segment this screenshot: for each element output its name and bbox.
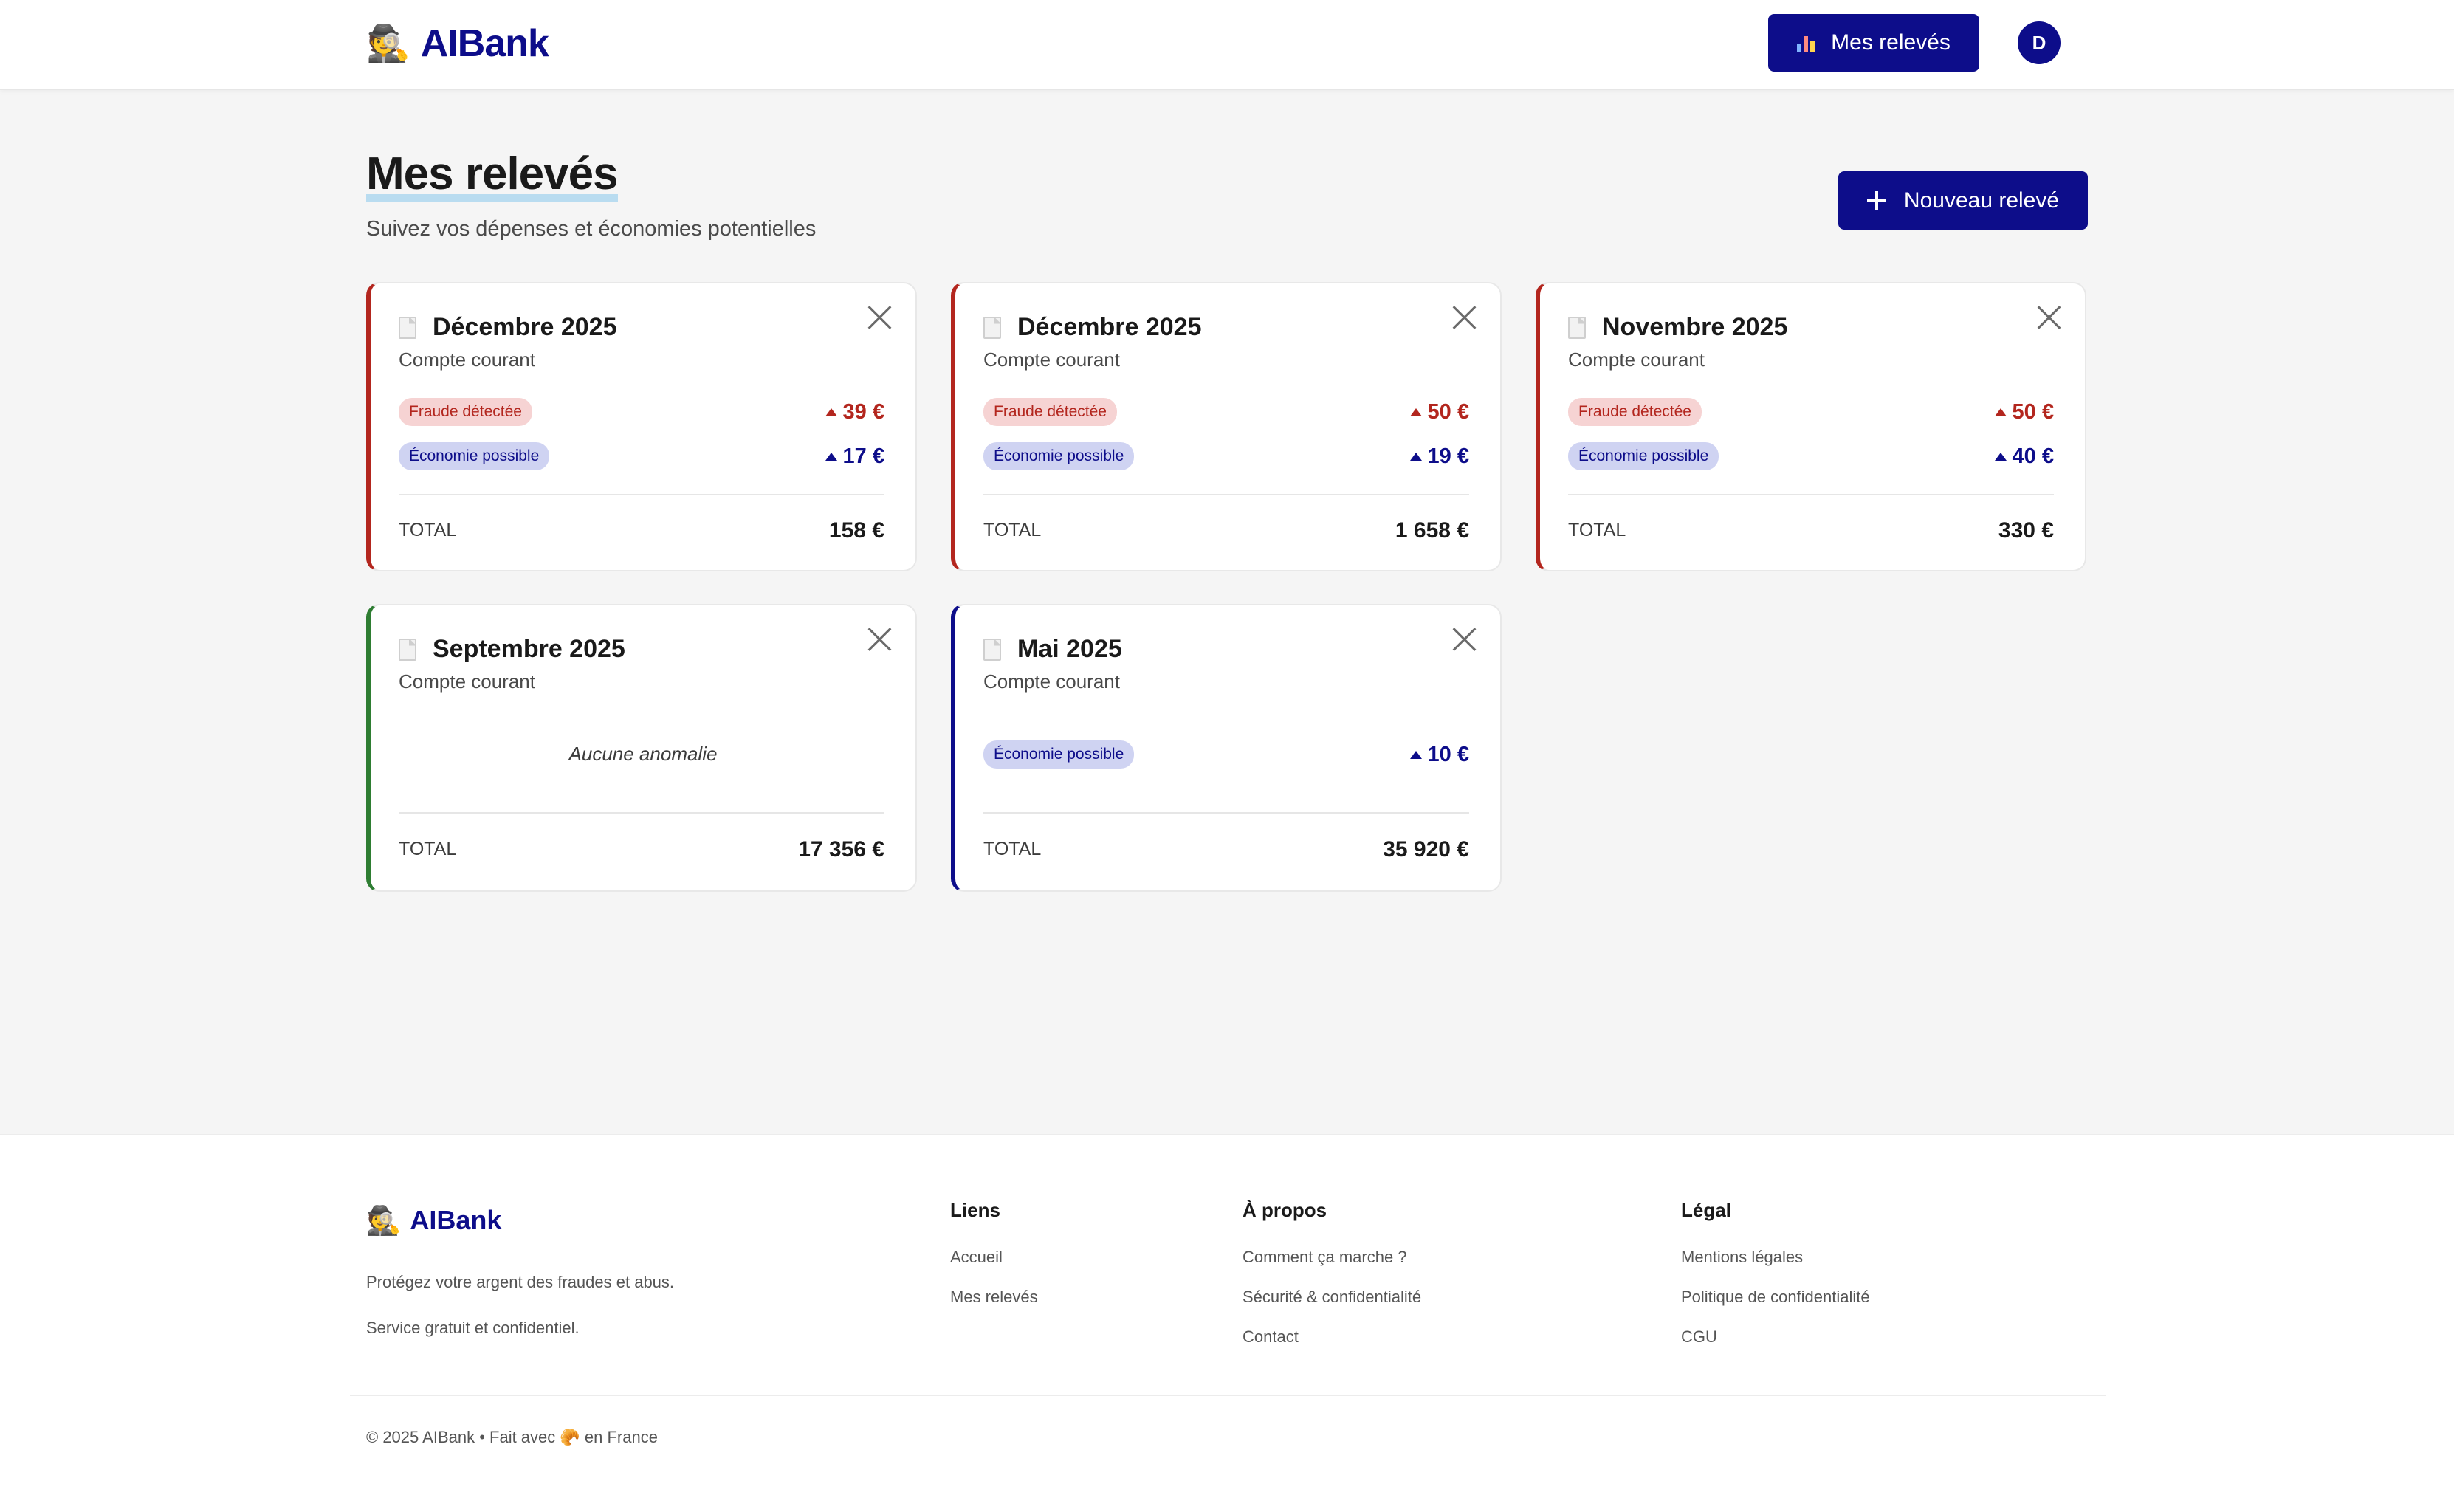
fraud-badge: Fraude détectée <box>1568 398 1702 426</box>
savings-amount: 19 € <box>1409 444 1469 469</box>
fraud-amount: 50 € <box>1994 400 2054 425</box>
card-divider <box>1568 494 2054 495</box>
my-statements-nav-button[interactable]: Mes relevés <box>1768 14 1979 72</box>
footer-link-legal-notice[interactable]: Mentions légales <box>1681 1248 1804 1266</box>
document-icon <box>983 638 1001 661</box>
detective-icon: 🕵️ <box>366 23 410 64</box>
total-value: 330 € <box>1998 518 2054 543</box>
footer-brand-name: AIBank <box>410 1205 502 1235</box>
delete-card-close-icon[interactable] <box>1451 304 1478 331</box>
bar-chart-icon <box>1797 33 1815 52</box>
statement-card[interactable]: Septembre 2025 Compte courant Aucune ano… <box>366 604 917 892</box>
footer-tagline: Protégez votre argent des fraudes et abu… <box>366 1273 675 1291</box>
card-account: Compte courant <box>399 348 535 371</box>
document-icon <box>399 638 416 661</box>
footer-link-home[interactable]: Accueil <box>950 1248 1003 1266</box>
delete-card-close-icon[interactable] <box>2036 304 2063 331</box>
delete-card-close-icon[interactable] <box>867 626 893 653</box>
savings-badge: Économie possible <box>1568 442 1719 470</box>
statement-card[interactable]: Décembre 2025 Compte courant Fraude déte… <box>366 282 917 571</box>
detective-icon: 🕵️ <box>366 1204 402 1237</box>
card-divider <box>983 494 1469 495</box>
card-account: Compte courant <box>1568 348 1705 371</box>
footer-tagline-secondary: Service gratuit et confidentiel. <box>366 1319 580 1337</box>
user-avatar[interactable]: D <box>2018 21 2061 64</box>
total-label: TOTAL <box>983 839 1042 859</box>
statement-card[interactable]: Novembre 2025 Compte courant Fraude déte… <box>1536 282 2086 571</box>
footer-link-terms[interactable]: CGU <box>1681 1327 1717 1346</box>
arrow-up-icon <box>1409 408 1422 416</box>
nav-button-label: Mes relevés <box>1831 30 1951 55</box>
statement-card[interactable]: Décembre 2025 Compte courant Fraude déte… <box>951 282 1502 571</box>
page-title: Mes relevés <box>366 148 619 202</box>
total-label: TOTAL <box>399 520 457 540</box>
total-label: TOTAL <box>399 839 457 859</box>
brand-name: AIBank <box>420 22 549 65</box>
arrow-up-icon <box>1409 750 1422 759</box>
document-icon <box>983 316 1001 339</box>
savings-badge: Économie possible <box>983 442 1135 470</box>
arrow-up-icon <box>1409 452 1422 461</box>
card-account: Compte courant <box>399 670 535 693</box>
no-anomaly-text: Aucune anomalie <box>568 743 718 765</box>
statement-card[interactable]: Mai 2025 Compte courant Économie possibl… <box>951 604 1502 892</box>
footer-link-privacy[interactable]: Politique de confidentialité <box>1681 1288 1870 1306</box>
savings-amount: 10 € <box>1409 743 1469 767</box>
site-footer: 🕵️ AIBank Protégez votre argent des frau… <box>0 1134 2454 1512</box>
card-title: Décembre 2025 <box>433 313 617 341</box>
fraud-badge: Fraude détectée <box>983 398 1117 426</box>
copyright-text: © 2025 AIBank • Fait avec 🥐 en France <box>366 1428 658 1446</box>
footer-about-title: À propos <box>1243 1199 1327 1221</box>
document-icon <box>399 316 416 339</box>
savings-badge: Économie possible <box>399 442 550 470</box>
new-statement-label: Nouveau relevé <box>1903 188 2060 213</box>
delete-card-close-icon[interactable] <box>867 304 893 331</box>
card-divider <box>399 494 884 495</box>
footer-links-title: Liens <box>950 1199 1000 1221</box>
footer-brand[interactable]: 🕵️ AIBank <box>366 1205 501 1236</box>
footer-divider <box>350 1395 2106 1396</box>
footer-link-contact[interactable]: Contact <box>1243 1327 1299 1346</box>
arrow-up-icon <box>825 408 837 416</box>
arrow-up-icon <box>1994 452 2007 461</box>
card-title: Novembre 2025 <box>1602 313 1788 341</box>
brand-logo-link[interactable]: 🕵️ AIBank <box>366 18 549 69</box>
top-navbar: 🕵️ AIBank Mes relevés D <box>0 0 2454 90</box>
total-value: 158 € <box>828 518 884 543</box>
total-value: 35 920 € <box>1383 837 1469 862</box>
page-subtitle: Suivez vos dépenses et économies potenti… <box>366 217 817 241</box>
card-divider <box>983 812 1469 814</box>
total-label: TOTAL <box>1568 520 1626 540</box>
savings-badge: Économie possible <box>983 740 1135 769</box>
fraud-amount: 39 € <box>825 400 884 425</box>
savings-amount: 40 € <box>1994 444 2054 469</box>
document-icon <box>1568 316 1586 339</box>
total-value: 1 658 € <box>1395 518 1469 543</box>
footer-link-how-it-works[interactable]: Comment ça marche ? <box>1243 1248 1407 1266</box>
total-value: 17 356 € <box>798 837 884 862</box>
delete-card-close-icon[interactable] <box>1451 626 1478 653</box>
arrow-up-icon <box>825 452 837 461</box>
card-title: Septembre 2025 <box>433 635 625 663</box>
new-statement-button[interactable]: Nouveau relevé <box>1838 171 2088 230</box>
fraud-amount: 50 € <box>1409 400 1469 425</box>
fraud-badge: Fraude détectée <box>399 398 532 426</box>
total-label: TOTAL <box>983 520 1042 540</box>
card-title: Mai 2025 <box>1017 635 1122 663</box>
card-divider <box>399 812 884 814</box>
footer-link-security[interactable]: Sécurité & confidentialité <box>1243 1288 1422 1306</box>
arrow-up-icon <box>1994 408 2007 416</box>
card-account: Compte courant <box>983 670 1120 693</box>
card-title: Décembre 2025 <box>1017 313 1202 341</box>
savings-amount: 17 € <box>825 444 884 469</box>
footer-link-statements[interactable]: Mes relevés <box>950 1288 1038 1306</box>
footer-legal-title: Légal <box>1681 1199 1731 1221</box>
card-account: Compte courant <box>983 348 1120 371</box>
plus-icon <box>1866 190 1886 210</box>
